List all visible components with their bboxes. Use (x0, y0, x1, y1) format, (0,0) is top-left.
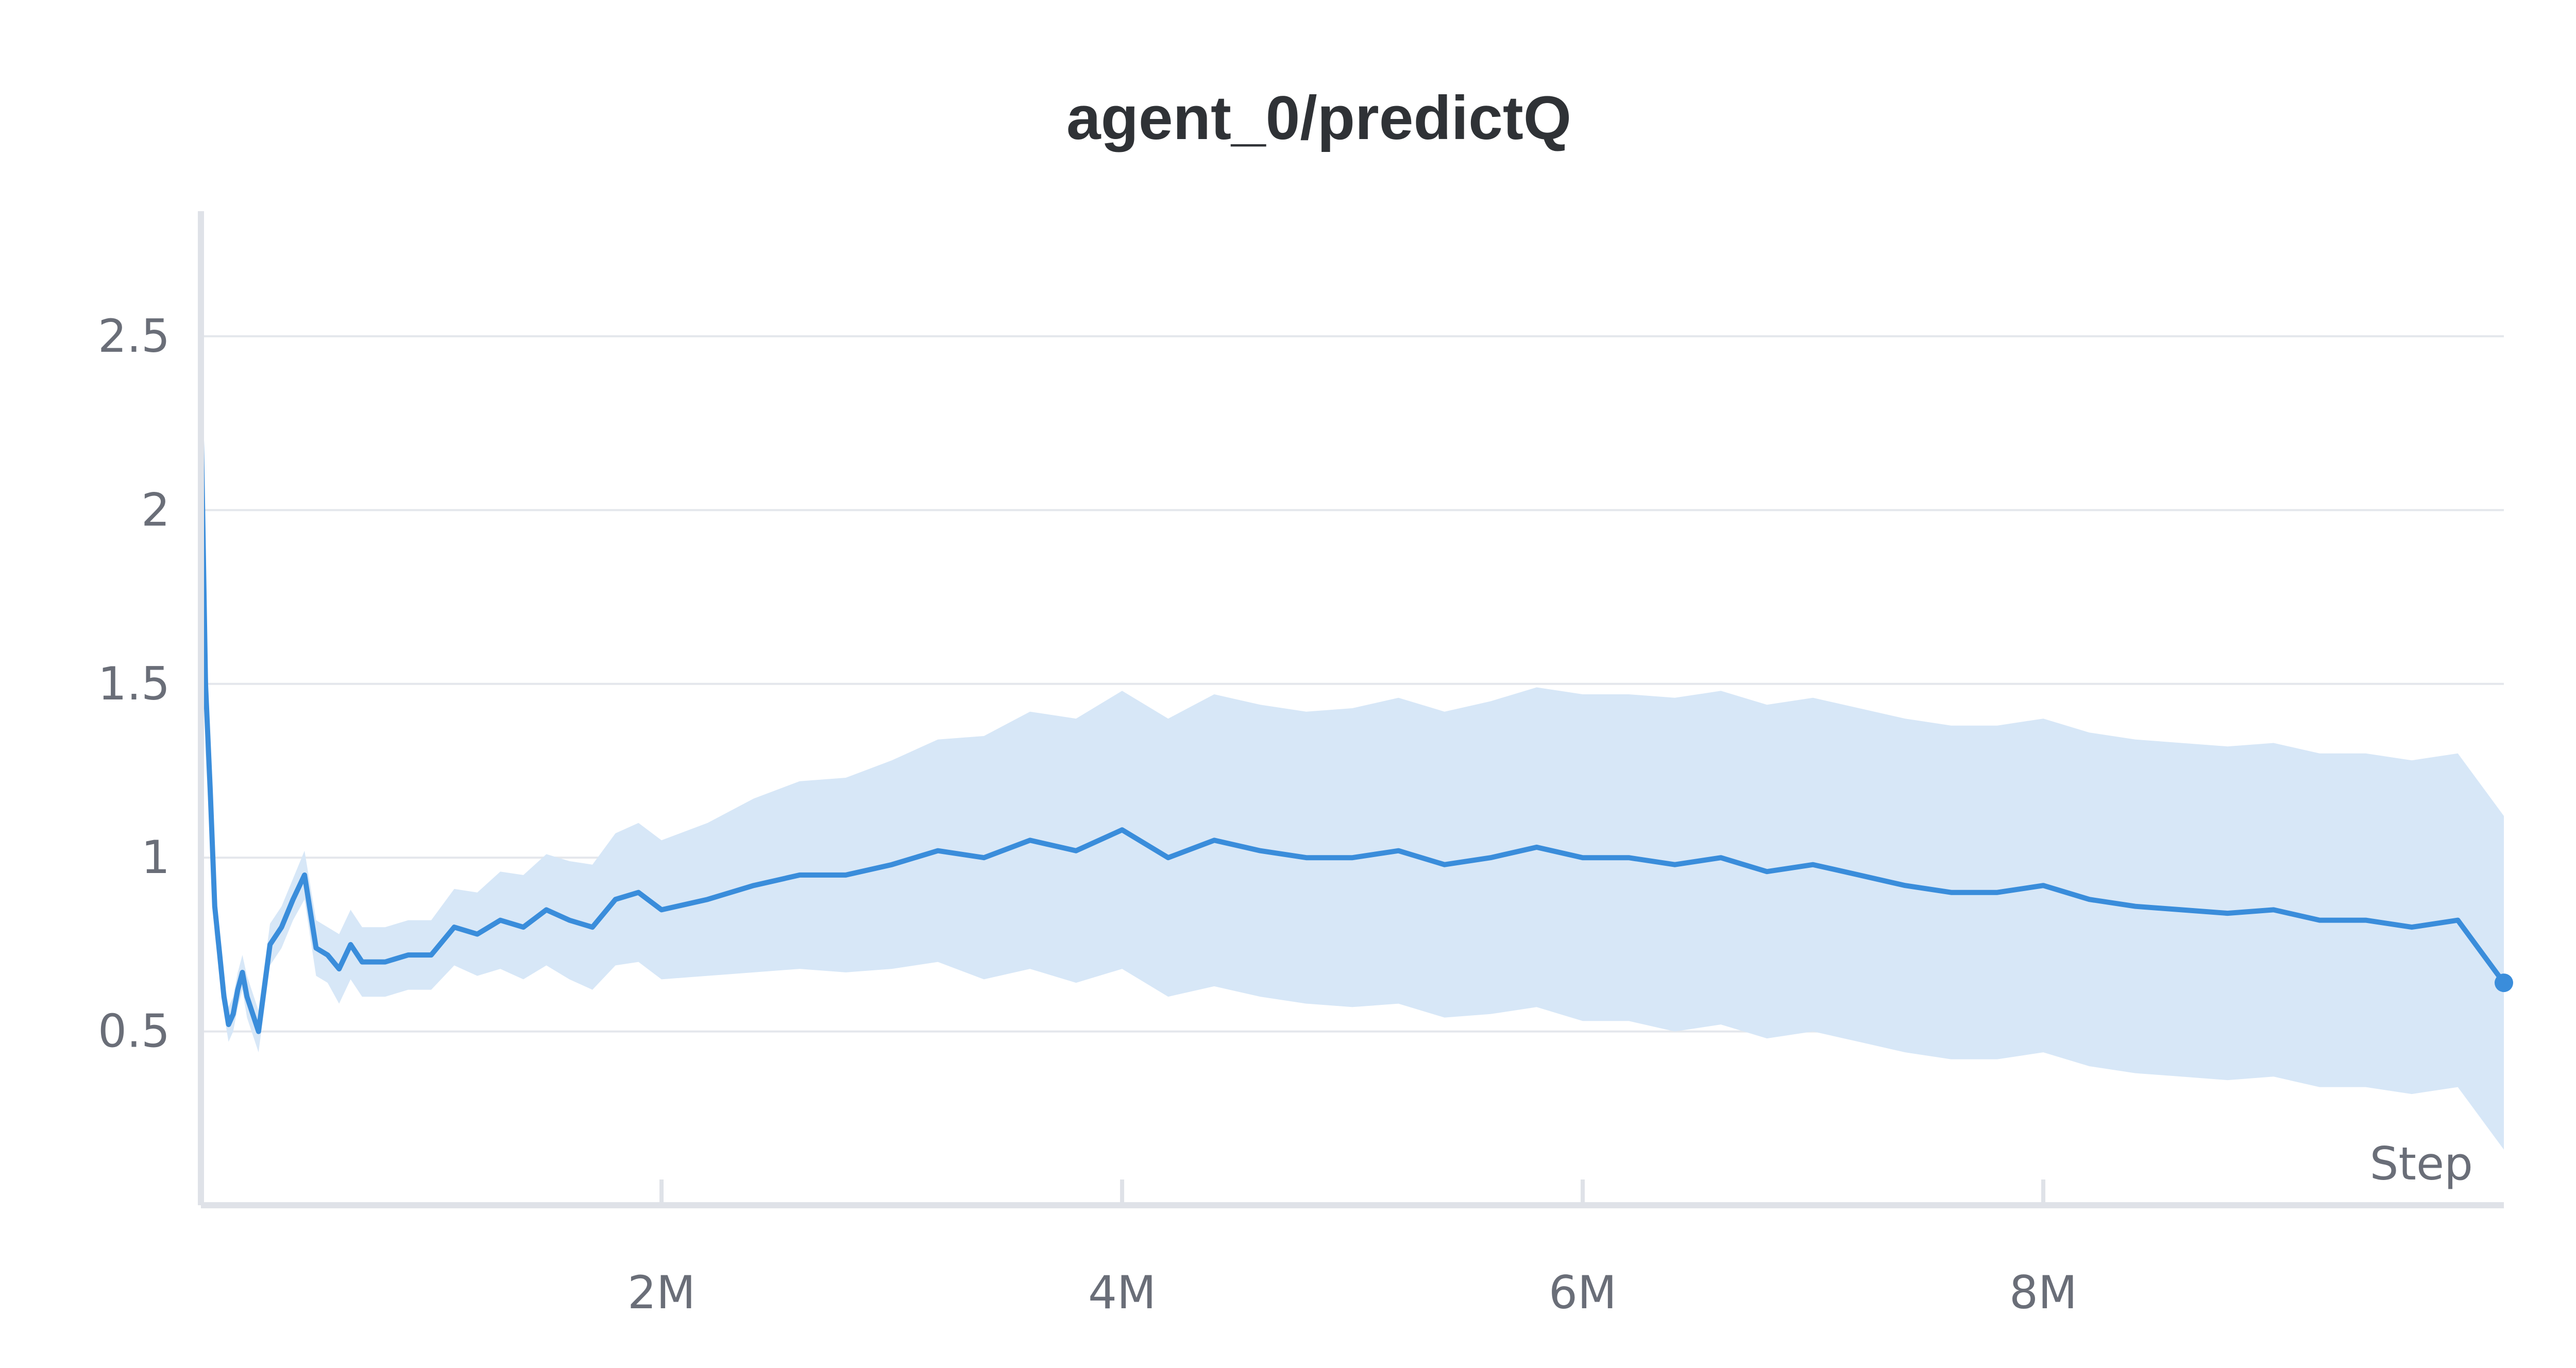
data-point (231, 1012, 235, 1016)
data-point (314, 946, 318, 950)
data-point (752, 884, 755, 887)
data-point (257, 1030, 260, 1033)
data-point (2272, 908, 2275, 912)
x-tick-label: 2M (628, 1266, 696, 1319)
data-point (452, 926, 456, 929)
data-point (208, 786, 212, 790)
series-end-marker (2495, 973, 2513, 993)
data-point (213, 904, 216, 908)
x-tick-label: 4M (1088, 1266, 1156, 1319)
data-point (2226, 912, 2229, 915)
data-point (1995, 891, 1999, 894)
data-point (1673, 863, 1676, 866)
y-tick-label: 1.5 (98, 657, 170, 710)
data-point (1811, 863, 1815, 866)
data-point (1765, 870, 1769, 874)
data-point (326, 953, 329, 957)
data-point (2042, 884, 2045, 887)
data-point (303, 873, 307, 877)
data-point (236, 988, 240, 991)
chart-title: agent_0/predictQ (1066, 83, 1571, 152)
data-point (360, 960, 364, 964)
series-line-layer (198, 406, 2513, 1034)
x-axis-label: Step (2370, 1137, 2473, 1190)
spread-band (201, 391, 2504, 1150)
data-point (1074, 849, 1078, 852)
data-point (521, 926, 525, 929)
data-point (545, 908, 548, 912)
data-point (1212, 839, 1216, 842)
data-point (1581, 856, 1584, 860)
data-point (982, 856, 986, 860)
data-point (268, 943, 272, 946)
x-tick-label: 8M (2009, 1266, 2077, 1319)
data-point (1304, 856, 1308, 860)
data-point (1121, 828, 1124, 832)
data-point (2133, 904, 2137, 908)
data-point (1397, 849, 1400, 852)
data-point (227, 1023, 230, 1027)
data-point (1351, 856, 1354, 860)
data-point (430, 953, 433, 957)
data-point (614, 898, 617, 901)
data-point (291, 898, 295, 901)
data-point (2456, 918, 2460, 922)
data-point (936, 849, 940, 852)
data-point (1903, 884, 1907, 887)
data-point (280, 926, 283, 929)
data-point (568, 918, 571, 922)
data-point (204, 682, 207, 686)
data-point (590, 926, 594, 929)
x-tick-label: 6M (1549, 1266, 1617, 1319)
data-point (660, 908, 663, 912)
data-point (2318, 918, 2321, 922)
spread-band-area (201, 391, 2504, 1150)
data-point (890, 863, 893, 866)
data-point (2410, 926, 2414, 929)
data-point (1535, 845, 1538, 849)
data-point (2364, 918, 2367, 922)
data-point (1719, 856, 1723, 860)
data-point (1950, 891, 1953, 894)
data-point (1489, 856, 1493, 860)
data-point (241, 970, 244, 974)
y-tick-label: 1 (141, 831, 170, 884)
data-point (337, 967, 341, 971)
data-point (844, 873, 848, 877)
data-point (406, 953, 410, 957)
data-point (383, 960, 387, 964)
data-point (706, 898, 709, 901)
data-point (476, 932, 479, 936)
y-tick-label: 0.5 (98, 1005, 170, 1058)
data-point (499, 918, 502, 922)
y-tick-label: 2.5 (98, 310, 170, 363)
y-tick-label: 2 (141, 483, 170, 536)
data-point (1443, 863, 1446, 866)
data-point (1028, 839, 1032, 842)
data-point (222, 995, 226, 999)
data-point (2180, 908, 2183, 912)
data-point (1857, 873, 1861, 877)
data-point (798, 873, 802, 877)
axes (198, 211, 2504, 1208)
data-point (349, 943, 352, 946)
data-point (637, 891, 640, 894)
series-line (198, 406, 2506, 1034)
data-point (1627, 856, 1631, 860)
data-point (1166, 856, 1170, 860)
data-point (2088, 898, 2091, 901)
data-point (217, 950, 221, 953)
data-point (245, 995, 249, 999)
data-point (1259, 849, 1262, 852)
tick-labels: 0.5 1 1.5 2 2.5 2M 4M 6M 8M (98, 310, 2077, 1319)
